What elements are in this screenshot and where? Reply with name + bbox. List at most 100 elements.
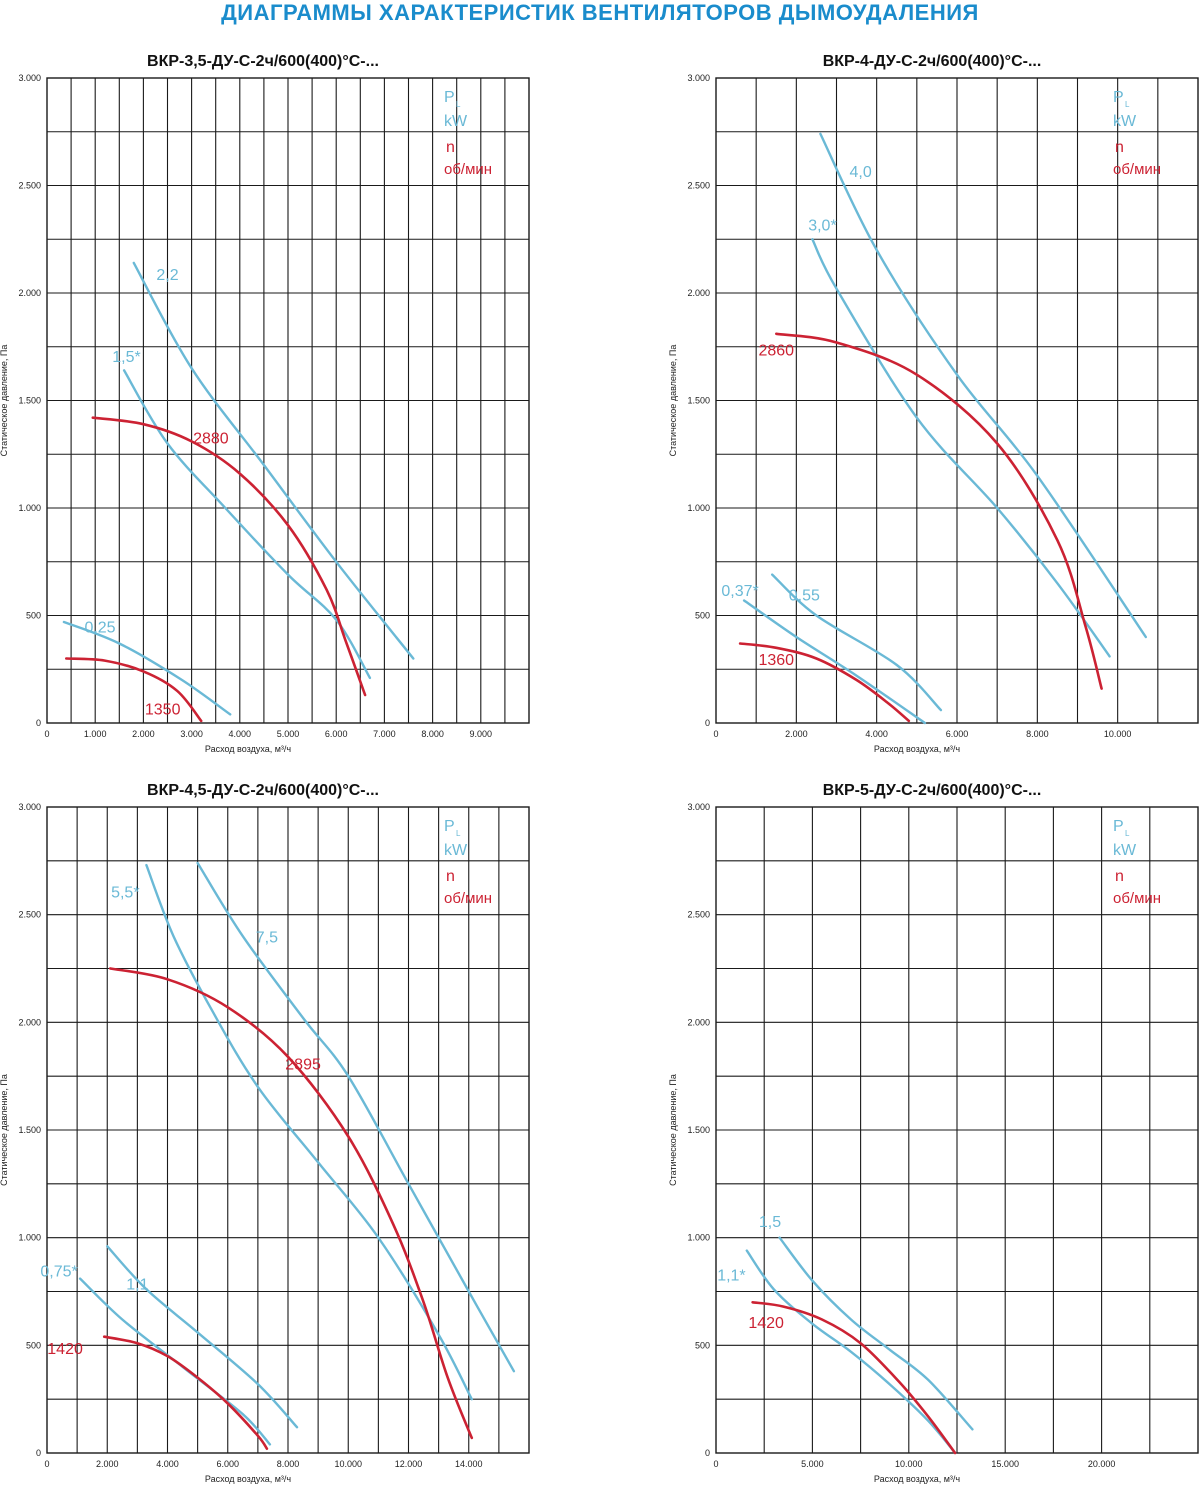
- series-label: 2880: [193, 431, 229, 448]
- y-axis-label: Статическое давление, Па: [0, 1074, 9, 1186]
- x-tick-label: 7.000: [373, 729, 396, 739]
- y-tick-label: 2.000: [687, 288, 710, 298]
- power-curve-3,0*: [811, 238, 1111, 658]
- chart-2: 0 2.000 4.000 6.000 8.000 10.000 0 500 1.000 1.50…: [668, 53, 1199, 754]
- y-tick-label: 500: [26, 1340, 41, 1350]
- y-tick-label: 2.500: [687, 181, 710, 191]
- x-tick-label: 15.000: [991, 1459, 1019, 1469]
- power-curve-0,25: [62, 620, 232, 716]
- y-tick-label: 1.000: [18, 1233, 41, 1243]
- y-tick-label: 0: [36, 1448, 41, 1458]
- x-tick-label: 2.000: [785, 729, 808, 739]
- x-tick-label: 20.000: [1088, 1459, 1116, 1469]
- plot-frame: [715, 806, 1199, 1454]
- series-label: 1420: [748, 1315, 784, 1332]
- x-tick-label: 6.000: [325, 729, 348, 739]
- legend-power-unit: kW: [444, 113, 468, 130]
- y-axis-label: Статическое давление, Па: [668, 345, 678, 457]
- y-tick-label: 2.500: [18, 910, 41, 920]
- x-tick-label: 9.000: [470, 729, 493, 739]
- x-tick-label: 6.000: [946, 729, 969, 739]
- plot-frame: [715, 77, 1199, 724]
- y-tick-label: 2.000: [687, 1017, 710, 1027]
- legend-power-subscript: L: [456, 829, 461, 838]
- x-tick-label: 8.000: [1026, 729, 1049, 739]
- y-tick-label: 0: [36, 718, 41, 728]
- power-curve-5,5*: [145, 863, 473, 1401]
- grid: [46, 806, 530, 1454]
- power-curve-1,1: [106, 1245, 299, 1429]
- x-tick-label: 1.000: [84, 729, 107, 739]
- y-tick-label: 0: [705, 1448, 710, 1458]
- power-curve-4,0: [819, 132, 1147, 639]
- x-axis-label: Расход воздуха, м³/ч: [874, 744, 961, 754]
- x-tick-label: 2.000: [96, 1459, 119, 1469]
- x-tick-label: 4.000: [229, 729, 252, 739]
- power-curve-2,2: [132, 261, 415, 660]
- series-label: 4,0: [849, 164, 871, 181]
- series-label: 1,5: [759, 1214, 781, 1231]
- legend-speed-unit: об/мин: [444, 161, 492, 178]
- series-label: 1,1*: [717, 1268, 745, 1285]
- legend-speed-symbol: n: [446, 139, 455, 156]
- x-tick-label: 10.000: [895, 1459, 923, 1469]
- legend-speed-symbol: n: [446, 868, 455, 885]
- x-tick-label: 4.000: [156, 1459, 179, 1469]
- y-tick-label: 3.000: [18, 802, 41, 812]
- legend-speed-symbol: n: [1115, 868, 1124, 885]
- legend-speed-unit: об/мин: [1113, 161, 1161, 178]
- series-label: 0,75*: [40, 1263, 77, 1280]
- speed-curve-1350: [65, 657, 203, 723]
- chart-1: 0 1.000 2.000 3.000 4.000 5.000 6.000 7.000 8.00…: [0, 53, 530, 754]
- chart-4: 0 5.000 10.000 15.000 20.000 0 500 1.000 1.500 2.…: [668, 782, 1199, 1484]
- y-tick-label: 2.000: [18, 288, 41, 298]
- chart-title: ВКР-4-ДУ-С-2ч/600(400)°С-...: [823, 53, 1042, 70]
- y-tick-label: 1.000: [18, 503, 41, 513]
- series-label: 2,2: [156, 267, 178, 284]
- power-curve-1,5*: [122, 369, 372, 680]
- y-tick-label: 1.500: [18, 1125, 41, 1135]
- x-tick-label: 10.000: [334, 1459, 362, 1469]
- speed-curve-2895: [109, 967, 474, 1440]
- y-tick-label: 3.000: [18, 73, 41, 83]
- legend-speed-unit: об/мин: [444, 890, 492, 907]
- x-tick-label: 0: [44, 729, 49, 739]
- x-axis-label: Расход воздуха, м³/ч: [205, 1474, 292, 1484]
- x-tick-label: 4.000: [865, 729, 888, 739]
- chart-title: ВКР-5-ДУ-С-2ч/600(400)°С-...: [823, 782, 1042, 799]
- x-tick-label: 0: [713, 729, 718, 739]
- series-label: 1,5*: [112, 349, 140, 366]
- chart-title: ВКР-3,5-ДУ-С-2ч/600(400)°С-...: [147, 53, 379, 70]
- speed-curve-1420: [102, 1335, 269, 1450]
- speed-curve-1420: [751, 1301, 957, 1455]
- series-label: 5,5*: [111, 884, 139, 901]
- series-label: 1,1: [126, 1276, 148, 1293]
- x-tick-label: 5.000: [277, 729, 300, 739]
- y-tick-label: 1.000: [687, 1233, 710, 1243]
- x-tick-label: 14.000: [455, 1459, 483, 1469]
- legend-power-symbol: P: [444, 89, 455, 106]
- series-label: 1420: [47, 1341, 83, 1358]
- y-tick-label: 1.500: [18, 396, 41, 406]
- y-tick-label: 3.000: [687, 73, 710, 83]
- y-tick-label: 1.000: [687, 503, 710, 513]
- grid: [46, 77, 530, 724]
- x-tick-label: 2.000: [132, 729, 155, 739]
- y-tick-label: 1.500: [687, 396, 710, 406]
- series-label: 1360: [758, 652, 794, 669]
- y-tick-label: 500: [26, 611, 41, 621]
- series-label: 0,55: [789, 587, 820, 604]
- x-tick-label: 10.000: [1104, 729, 1132, 739]
- legend-power-unit: kW: [444, 842, 468, 859]
- x-tick-label: 0: [44, 1459, 49, 1469]
- x-axis-label: Расход воздуха, м³/ч: [874, 1474, 961, 1484]
- legend-speed-unit: об/мин: [1113, 890, 1161, 907]
- power-curve-1,1*: [745, 1249, 957, 1455]
- series-label: 0,25: [84, 620, 115, 637]
- chart-title: ВКР-4,5-ДУ-С-2ч/600(400)°С-...: [147, 782, 379, 799]
- speed-curve-2880: [91, 416, 367, 697]
- series-label: 0,37*: [721, 583, 758, 600]
- x-tick-label: 6.000: [216, 1459, 239, 1469]
- x-tick-label: 3.000: [180, 729, 203, 739]
